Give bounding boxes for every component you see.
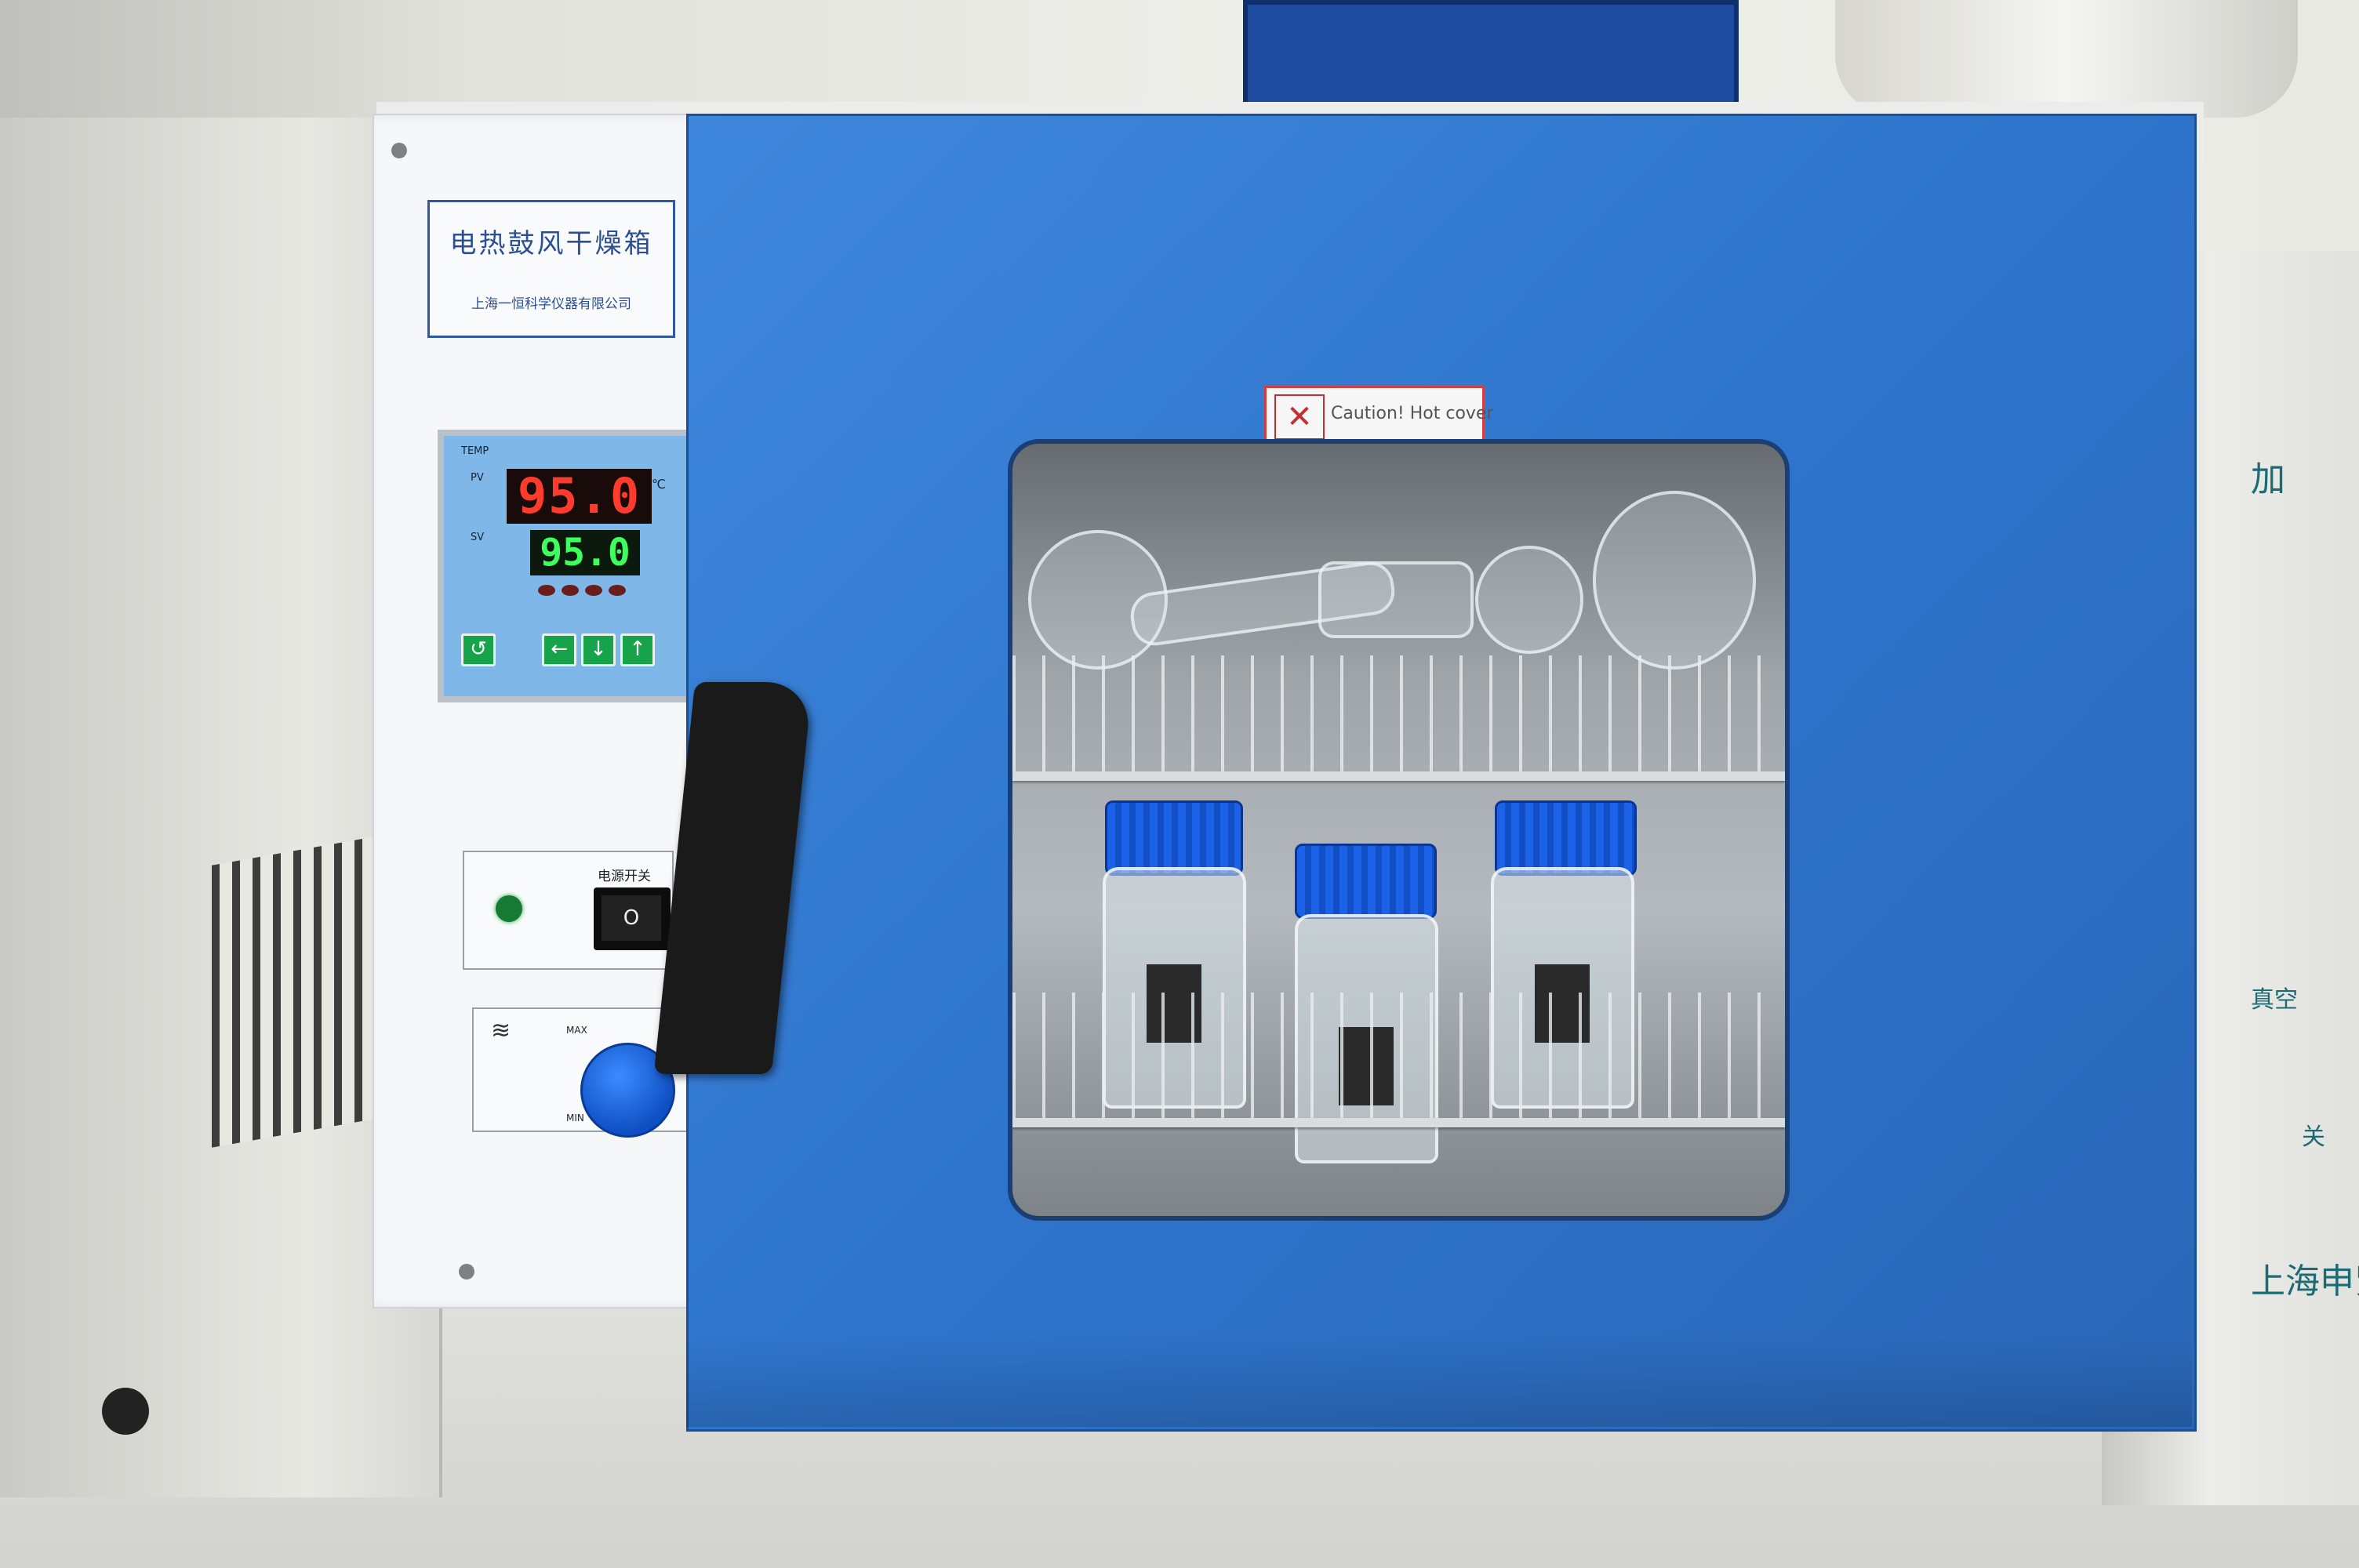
temperature-controller: TEMP PV SV 95.0 ℃ 95.0 ↺ ← ↓ ↑: [438, 430, 693, 702]
indicator-led: [609, 585, 626, 596]
set-icon[interactable]: ↺: [461, 633, 496, 666]
left-instrument-port: [102, 1388, 149, 1435]
sv-label: SV: [471, 532, 485, 543]
right-instrument-maker: 上海申贤: [2251, 1261, 2359, 1301]
indicator-led: [538, 585, 555, 596]
power-switch[interactable]: O: [594, 887, 671, 950]
screw-icon: [391, 143, 407, 158]
down-arrow-icon[interactable]: ↓: [581, 633, 616, 666]
glass-beaker: [1593, 491, 1756, 670]
power-indicator-led: [496, 895, 522, 922]
lower-shelf: [1012, 1118, 1785, 1127]
fan-max-label: MAX: [566, 1025, 587, 1036]
bottle-cap: [1495, 800, 1637, 876]
oven-nameplate: 电热鼓风干燥箱 上海一恒科学仪器有限公司: [427, 200, 675, 338]
power-switch-symbol: O: [602, 895, 661, 941]
caution-text: Caution! Hot cover: [1331, 404, 1494, 423]
power-switch-label: 电源开关: [598, 869, 651, 884]
right-instrument-off-label: 关: [2302, 1123, 2325, 1151]
door-shadow: [686, 1333, 2192, 1427]
power-panel: 电源开关 O: [463, 851, 674, 970]
pv-display: 95.0: [507, 469, 652, 524]
up-arrow-icon[interactable]: ↑: [620, 633, 655, 666]
unit-label: ℃: [652, 477, 666, 492]
oven-title: 电热鼓风干燥箱: [449, 228, 653, 260]
round-flask: [1028, 530, 1168, 670]
left-arrow-icon[interactable]: ←: [542, 633, 576, 666]
bottle-cap: [1295, 844, 1437, 919]
caution-sticker: ✕ Caution! Hot cover: [1264, 386, 1494, 449]
lower-rack: [1012, 993, 1785, 1118]
oven-window: [1008, 439, 1790, 1221]
top-blue-instrument: [1243, 0, 1739, 111]
right-instrument-vacuum-label: 真空: [2251, 986, 2298, 1014]
left-instrument: [0, 118, 442, 1497]
pv-label: PV: [471, 472, 484, 484]
fan-min-label: MIN: [566, 1112, 584, 1123]
hot-surface-icon: ✕: [1274, 394, 1325, 440]
right-instrument-char: 加: [2251, 459, 2285, 499]
glass-tube-end: [1475, 546, 1583, 654]
glass-adapter: [1318, 561, 1474, 638]
sv-display: 95.0: [530, 530, 640, 575]
bottle-cap: [1105, 800, 1243, 876]
temp-label: TEMP: [461, 445, 489, 457]
oven-manufacturer: 上海一恒科学仪器有限公司: [471, 296, 631, 312]
screw-icon: [459, 1264, 474, 1279]
upper-rack: [1012, 655, 1785, 781]
fan-vent-icon: ≋: [491, 1017, 511, 1044]
upper-shelf: [1012, 771, 1785, 781]
top-glassware: [1835, 0, 2298, 118]
indicator-led: [562, 585, 579, 596]
indicator-led: [585, 585, 602, 596]
